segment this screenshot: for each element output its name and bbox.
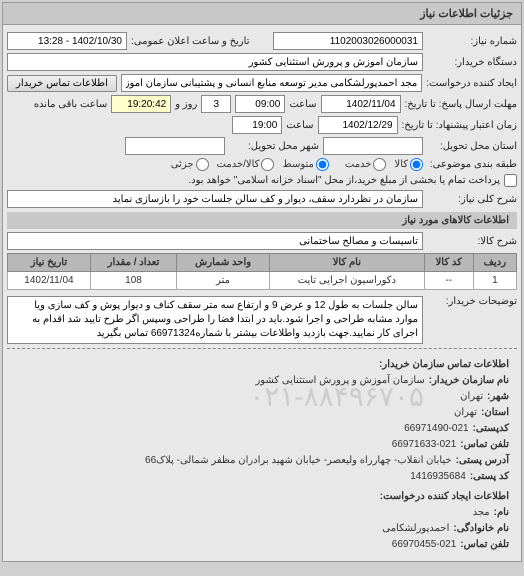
buyer-notes-textarea[interactable] bbox=[7, 296, 423, 344]
time-label-2: ساعت bbox=[286, 120, 313, 131]
validity-label: زمان اعتبار پیشنهاد: تا تاریخ: bbox=[402, 120, 517, 131]
org-label: نام سازمان خریدار: bbox=[429, 373, 509, 389]
col-row: ردیف bbox=[473, 254, 516, 272]
buyer-org-label: دستگاه خریدار: bbox=[427, 57, 517, 68]
postcode-value: 66971490-021 bbox=[404, 421, 469, 437]
cell-unit: متر bbox=[177, 272, 270, 290]
separator bbox=[7, 348, 517, 349]
payment-checkbox[interactable] bbox=[504, 174, 517, 187]
category-input[interactable] bbox=[7, 232, 423, 250]
radio-goods[interactable]: کالا bbox=[394, 158, 423, 171]
radio-vlarge[interactable]: جزئی bbox=[171, 158, 209, 171]
validity-time-input[interactable] bbox=[232, 116, 282, 134]
row-payment-note: پرداخت تمام یا بخشی از مبلغ خرید،از محل … bbox=[7, 174, 517, 187]
panel-title: جزئیات اطلاعات نیاز bbox=[3, 3, 521, 25]
creator-name-label: نام: bbox=[494, 505, 509, 521]
row-location: استان محل تحویل: شهر محل تحویل: bbox=[7, 137, 517, 155]
radio-medium[interactable]: متوسط bbox=[282, 158, 328, 171]
validity-date-input[interactable] bbox=[318, 116, 398, 134]
contact-info-button[interactable]: اطلاعات تماس خریدار bbox=[7, 75, 117, 92]
days-unit-label: روز و bbox=[175, 99, 197, 110]
row-number: شماره نیاز: تاریخ و ساعت اعلان عمومی: bbox=[7, 32, 517, 50]
radio-service[interactable]: خدمت bbox=[345, 158, 387, 171]
desc-label: شرح کلی نیاز: bbox=[427, 194, 517, 205]
address-value: خیابان انقلاب- چهارراه ولیعصر- خیابان شه… bbox=[145, 453, 452, 469]
province-label: استان: bbox=[481, 405, 509, 421]
goods-section-title: اطلاعات کالاهای مورد نیاز bbox=[7, 212, 517, 229]
loc-city-input[interactable] bbox=[125, 137, 225, 155]
row-category: شرح کالا: bbox=[7, 232, 517, 250]
postcode2-label: کد پستی: bbox=[470, 469, 509, 485]
cell-row: 1 bbox=[473, 272, 516, 290]
loc-country-label: استان محل تحویل: bbox=[427, 141, 517, 152]
payment-note-text: پرداخت تمام یا بخشی از مبلغ خرید،از محل … bbox=[188, 175, 500, 186]
announce-label: تاریخ و ساعت اعلان عمومی: bbox=[131, 36, 250, 47]
category-label: شرح کالا: bbox=[427, 236, 517, 247]
postcode-label: کدپستی: bbox=[473, 421, 509, 437]
cell-code: -- bbox=[424, 272, 473, 290]
radio-large[interactable]: کالا/خدمت bbox=[217, 158, 275, 171]
col-qty: تعداد / مقدار bbox=[90, 254, 176, 272]
loc-city-label: شهر محل تحویل: bbox=[229, 141, 319, 152]
cell-qty: 108 bbox=[90, 272, 176, 290]
desc-input[interactable] bbox=[7, 190, 423, 208]
row-deadline: مهلت ارسال پاسخ: تا تاریخ: ساعت روز و سا… bbox=[7, 95, 517, 113]
col-date: تاریخ نیاز bbox=[8, 254, 91, 272]
requester-label: ایجاد کننده درخواست: bbox=[426, 78, 517, 89]
creator-family-value: احمدپورلشکامی bbox=[382, 521, 449, 537]
col-unit: واحد شمارش bbox=[177, 254, 270, 272]
row-buyer-notes: توضیحات خریدار: bbox=[7, 296, 517, 344]
row-requester: ایجاد کننده درخواست: اطلاعات تماس خریدار bbox=[7, 74, 517, 92]
deadline-date-input[interactable] bbox=[321, 95, 401, 113]
col-code: کد کالا bbox=[424, 254, 473, 272]
city-value: تهران bbox=[460, 389, 483, 405]
cell-date: 1402/11/04 bbox=[8, 272, 91, 290]
time-label-1: ساعت bbox=[289, 99, 316, 110]
details-panel: جزئیات اطلاعات نیاز شماره نیاز: تاریخ و … bbox=[2, 2, 522, 562]
col-name: نام کالا bbox=[269, 254, 424, 272]
org-value: سازمان آموزش و پرورش استثنایی کشور bbox=[255, 373, 424, 389]
remain-label: ساعت باقی مانده bbox=[34, 99, 107, 110]
city-label: شهر: bbox=[487, 389, 509, 405]
panel-body: شماره نیاز: تاریخ و ساعت اعلان عمومی: دس… bbox=[3, 25, 521, 561]
phone-value: 66971633-021 bbox=[392, 437, 457, 453]
row-validity: زمان اعتبار پیشنهاد: تا تاریخ: ساعت bbox=[7, 116, 517, 134]
postcode2-value: 1416935684 bbox=[410, 469, 466, 485]
number-label: شماره نیاز: bbox=[427, 36, 517, 47]
buyer-notes-label: توضیحات خریدار: bbox=[427, 296, 517, 307]
row-buyer-org: دستگاه خریدار: bbox=[7, 53, 517, 71]
requester-input[interactable] bbox=[121, 74, 422, 92]
address-label: آدرس پستی: bbox=[456, 453, 509, 469]
creator-phone-label: تلفن تماس: bbox=[460, 537, 509, 553]
number-input[interactable] bbox=[273, 32, 423, 50]
cell-name: دکوراسیون اجرایی تایت bbox=[269, 272, 424, 290]
creator-family-label: نام خانوادگی: bbox=[453, 521, 509, 537]
row-desc: شرح کلی نیاز: bbox=[7, 190, 517, 208]
creator-name-value: مجد bbox=[473, 505, 490, 521]
table-header-row: ردیف کد کالا نام کالا واحد شمارش تعداد /… bbox=[8, 254, 517, 272]
classification-label: طبقه بندی موضوعی: bbox=[427, 159, 517, 170]
table-row[interactable]: 1 -- دکوراسیون اجرایی تایت متر 108 1402/… bbox=[8, 272, 517, 290]
buyer-org-input[interactable] bbox=[7, 53, 423, 71]
announce-input[interactable] bbox=[7, 32, 127, 50]
goods-table: ردیف کد کالا نام کالا واحد شمارش تعداد /… bbox=[7, 253, 517, 290]
creator-phone-value: 66970455-021 bbox=[392, 537, 457, 553]
creator-section-title: اطلاعات ایجاد کننده درخواست: bbox=[380, 489, 509, 505]
province-value: تهران bbox=[454, 405, 477, 421]
contact-section-title: اطلاعات تماس سازمان خریدار: bbox=[379, 357, 509, 373]
row-classification: طبقه بندی موضوعی: کالا خدمت متوسط کالا/خ… bbox=[7, 158, 517, 171]
remain-time-input[interactable] bbox=[111, 95, 171, 113]
days-left-input[interactable] bbox=[201, 95, 231, 113]
deadline-label: مهلت ارسال پاسخ: تا تاریخ: bbox=[405, 99, 517, 110]
type-radio-group: کالا خدمت bbox=[345, 158, 423, 171]
loc-country-input[interactable] bbox=[323, 137, 423, 155]
size-radio-group: متوسط کالا/خدمت جزئی bbox=[171, 158, 329, 171]
phone-label: تلفن تماس: bbox=[460, 437, 509, 453]
contact-block: اطلاعات تماس سازمان خریدار: نام سازمان خ… bbox=[7, 353, 517, 557]
deadline-time-input[interactable] bbox=[235, 95, 285, 113]
